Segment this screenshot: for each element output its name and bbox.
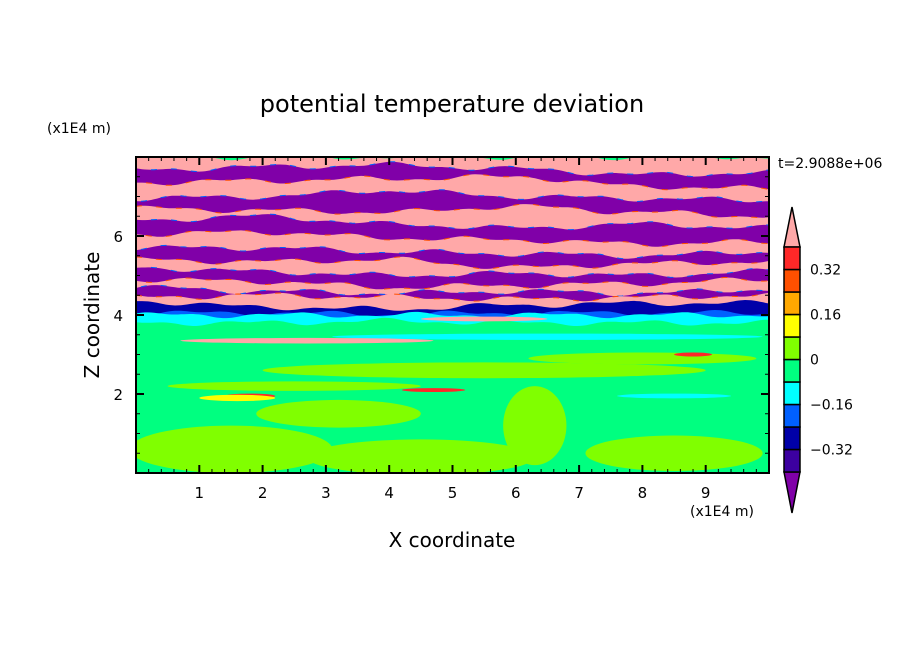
- contour-patch: [617, 393, 732, 399]
- colorbar-swatch: [783, 313, 801, 338]
- colorbar-swatch: [783, 268, 801, 293]
- contour-patch: [306, 439, 535, 473]
- contour-patch: [420, 316, 548, 322]
- y-tick-label: 2: [113, 386, 123, 404]
- x-unit-label: (x1E4 m): [690, 504, 754, 520]
- colorbar-swatch: [783, 336, 801, 361]
- contour-edge: [136, 266, 769, 279]
- colorbar: 0.32 0.16 0 −0.16 −0.32: [783, 206, 853, 514]
- contour-patch: [528, 352, 757, 365]
- colorbar-under-triangle: [783, 471, 801, 514]
- colorbar-swatch: [783, 403, 801, 428]
- contour-edge: [136, 229, 769, 248]
- contour-edge: [136, 284, 769, 297]
- y-tick-label: 4: [113, 307, 123, 325]
- contour-edge: [136, 277, 769, 290]
- contour-patch: [262, 362, 706, 379]
- colorbar-tick-label: 0.32: [810, 263, 841, 279]
- contour-edge: [136, 173, 769, 191]
- colorbar-swatch: [783, 246, 801, 271]
- contour-edge: [136, 244, 769, 260]
- contour-patch: [585, 435, 763, 472]
- contour-field: [136, 157, 769, 473]
- contour-patch: [503, 386, 567, 466]
- x-tick-label: 9: [701, 484, 711, 502]
- contour-edge: [136, 213, 769, 231]
- colorbar-tick-label: 0.16: [810, 308, 841, 324]
- contour-patch: [180, 337, 434, 344]
- y-tick-labels: 2 4 6: [113, 228, 123, 404]
- contour-patch: [332, 333, 763, 340]
- y-axis-label: Z coordinate: [80, 252, 104, 379]
- x-tick-label: 5: [448, 484, 458, 502]
- contour-patch: [256, 399, 421, 428]
- x-tick-label: 6: [511, 484, 521, 502]
- x-tick-label: 7: [574, 484, 584, 502]
- x-tick-labels: 1 2 3 4 5 6 7 8 9: [195, 484, 711, 502]
- contour-patch: [401, 388, 466, 393]
- y-unit-label: (x1E4 m): [47, 121, 111, 137]
- contour-patch: [199, 394, 276, 402]
- colorbar-tick-label: −0.32: [810, 443, 853, 459]
- contour-patch: [674, 352, 713, 357]
- x-tick-label: 8: [638, 484, 648, 502]
- colorbar-swatch: [783, 291, 801, 316]
- chart-title: potential temperature deviation: [260, 90, 644, 118]
- contour-edge: [136, 161, 769, 178]
- colorbar-swatch: [783, 358, 801, 383]
- axis-ticks: [135, 156, 770, 474]
- contour-patch: [136, 425, 333, 473]
- y-tick-label: 6: [113, 228, 123, 246]
- colorbar-tick-label: −0.16: [810, 398, 853, 414]
- colorbar-tick-label: 0: [810, 353, 819, 369]
- x-tick-label: 2: [258, 484, 268, 502]
- contour-edge: [136, 189, 769, 203]
- x-tick-label: 1: [195, 484, 205, 502]
- colorbar-swatch: [783, 426, 801, 451]
- x-axis-label: X coordinate: [389, 528, 516, 552]
- colorbar-over-triangle: [783, 206, 801, 248]
- colorbar-swatch: [783, 448, 801, 473]
- colorbar-swatch: [783, 381, 801, 406]
- x-tick-label: 3: [321, 484, 331, 502]
- contour-patch: [167, 381, 421, 391]
- time-label: t=2.9088e+06: [778, 156, 882, 172]
- x-tick-label: 4: [384, 484, 394, 502]
